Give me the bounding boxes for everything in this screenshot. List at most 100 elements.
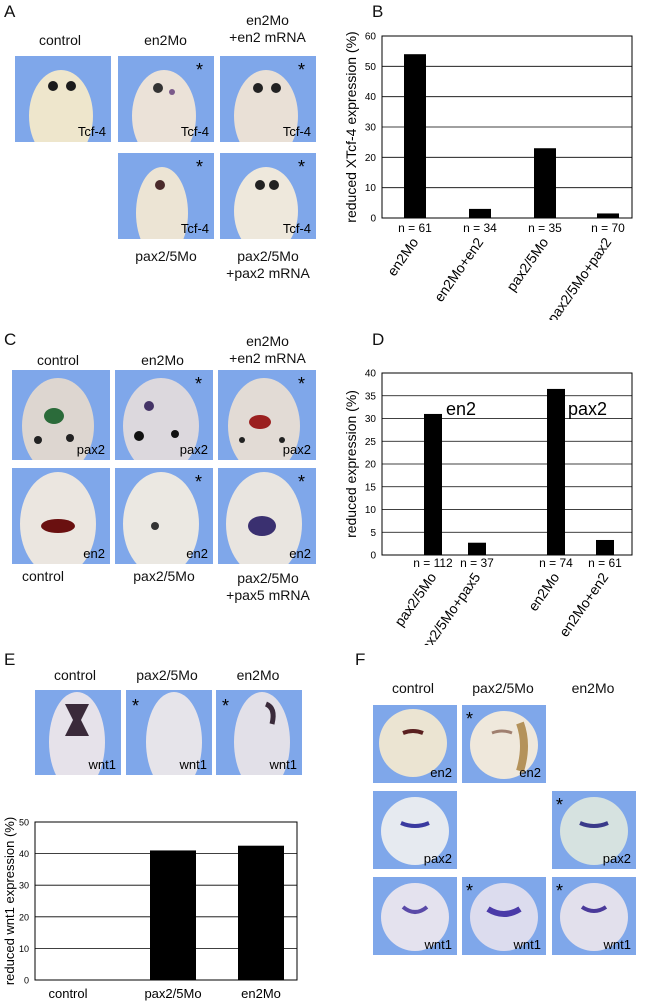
y-tick-label: 5 xyxy=(370,528,376,539)
asterisk-marker: * xyxy=(298,472,306,492)
y-tick-label: 20 xyxy=(365,153,377,164)
stain-label: wnt1 xyxy=(424,937,452,952)
y-tick-label: 20 xyxy=(365,460,377,471)
micrograph-e-pax2-5mo: * wnt1 xyxy=(126,690,212,775)
panel-label-d: D xyxy=(372,330,385,349)
asterisk-marker: * xyxy=(196,60,204,80)
x-tick-label: pax2/5Mo xyxy=(503,234,551,294)
stain-label: wnt1 xyxy=(603,937,631,952)
panel-e-col-pax2-5mo: pax2/5Mo xyxy=(136,667,198,683)
stain-label: Tcf-4 xyxy=(282,221,311,236)
n-label: n = 58 xyxy=(246,968,277,980)
stain-label: wnt1 xyxy=(179,757,207,772)
stain-label: wnt1 xyxy=(269,757,297,772)
stain-label: pax2 xyxy=(282,442,311,457)
y-axis-label: reduced expression (%) xyxy=(343,390,359,538)
stain-label: en2 xyxy=(289,546,311,561)
stain-label: pax2 xyxy=(602,851,631,866)
x-tick-label: en2Mo+en2 xyxy=(431,234,487,304)
panel-a-rescue-line2: +pax2 mRNA xyxy=(226,265,310,281)
micrograph-a-pax2-rescue: * Tcf-4 xyxy=(220,153,316,239)
micrograph-f-en2mo-pax2: * pax2 xyxy=(552,791,636,869)
panel-a-row2-label: pax2/5Mo xyxy=(135,248,197,264)
y-tick-label: 40 xyxy=(365,92,377,103)
asterisk-marker: * xyxy=(298,60,306,80)
panel-label-f: F xyxy=(355,650,366,669)
y-tick-label: 0 xyxy=(370,551,376,562)
panel-e-col-control: control xyxy=(53,667,97,683)
plot-frame xyxy=(381,372,633,556)
stain-label: pax2 xyxy=(423,851,452,866)
asterisk-marker: * xyxy=(466,881,474,901)
micrograph-f-control-pax2: pax2 xyxy=(373,791,457,869)
y-tick-label: 60 xyxy=(365,32,377,43)
panel-c-col3-line1: en2Mo xyxy=(246,333,289,349)
asterisk-marker: * xyxy=(556,795,564,815)
micrograph-a-en2mo: * Tcf-4 xyxy=(118,56,214,142)
y-tick-label: 15 xyxy=(365,482,377,493)
y-tick-label: 0 xyxy=(24,976,29,986)
asterisk-marker: * xyxy=(132,696,140,716)
micrograph-f-pax2-5mo-en2: * en2 xyxy=(462,705,546,783)
panel-label-c: C xyxy=(4,330,17,349)
panel-a-col-control: control xyxy=(38,32,82,48)
n-label: n = 34 xyxy=(463,221,497,235)
panel-c-col-en2mo: en2Mo xyxy=(141,352,184,368)
micrograph-f-control-wnt1: wnt1 xyxy=(373,877,457,955)
stain-label: en2 xyxy=(519,765,541,780)
n-label: n = 14 xyxy=(158,968,189,980)
annotation-pax2: pax2 xyxy=(568,399,607,419)
stain-label: pax2 xyxy=(179,442,208,457)
panel-f-col-pax2-5mo: pax2/5Mo xyxy=(472,680,534,696)
micrograph-e-control: wnt1 xyxy=(35,690,121,775)
y-tick-label: 25 xyxy=(365,437,377,448)
y-tick-label: 10 xyxy=(365,505,377,516)
y-tick-label: 50 xyxy=(19,818,29,828)
n-label: n = 74 xyxy=(539,556,573,570)
micrograph-f-pax2-5mo-wnt1: * wnt1 xyxy=(462,877,546,955)
y-tick-label: 10 xyxy=(365,183,377,194)
stain-label: wnt1 xyxy=(513,937,541,952)
micrograph-c-en2mo-pax2: * pax2 xyxy=(115,370,213,460)
n-label: n = 112 xyxy=(413,556,453,570)
bar xyxy=(238,845,284,980)
micrograph-c-control-en2: en2 xyxy=(12,468,110,564)
stain-label: pax2 xyxy=(76,442,105,457)
x-tick-label: en2Mo xyxy=(384,234,422,278)
stain-label: en2 xyxy=(430,765,452,780)
asterisk-marker: * xyxy=(222,696,230,716)
micrograph-a-pax2-5mo: * Tcf-4 xyxy=(118,153,214,239)
panel-a-col-en2mo: en2Mo xyxy=(144,32,187,48)
stain-label: wnt1 xyxy=(88,757,116,772)
stain-label: en2 xyxy=(83,546,105,561)
panel-c-col3-line2: +en2 mRNA xyxy=(229,350,306,366)
stain-label: Tcf-4 xyxy=(180,221,209,236)
micrograph-f-control-en2: en2 xyxy=(373,705,457,783)
micrograph-c-pax5-rescue-en2: * en2 xyxy=(218,468,316,564)
y-tick-label: 30 xyxy=(365,123,377,134)
stain-label: Tcf-4 xyxy=(282,124,311,139)
bar xyxy=(547,388,565,555)
y-axis-label: reduced XTcf-4 expression (%) xyxy=(343,31,359,222)
x-tick-label: pax2/5Mo xyxy=(391,569,439,629)
asterisk-marker: * xyxy=(556,881,564,901)
y-tick-label: 30 xyxy=(19,881,29,891)
bar xyxy=(534,148,556,218)
bar xyxy=(468,542,486,555)
bar xyxy=(404,54,426,219)
chart-b: 0 10 20 30 40 50 60 reduced XTcf-4 expression (… xyxy=(343,31,633,320)
stain-label: en2 xyxy=(186,546,208,561)
micrograph-c-control-pax2: pax2 xyxy=(12,370,110,460)
panel-label-a: A xyxy=(4,2,16,21)
micrograph-c-pax2-5mo-en2: * en2 xyxy=(115,468,213,564)
x-tick-label: en2Mo xyxy=(525,569,563,613)
panel-c-col-control: control xyxy=(36,352,80,368)
panel-c-bottom-pax2-5mo: pax2/5Mo xyxy=(133,568,195,584)
asterisk-marker: * xyxy=(298,374,306,394)
asterisk-marker: * xyxy=(196,157,204,177)
panel-c-bottom-rescue-line2: +pax5 mRNA xyxy=(226,587,310,603)
n-label: n = 37 xyxy=(460,556,494,570)
n-label: n = 35 xyxy=(528,221,562,235)
panel-f-col-control: control xyxy=(391,680,435,696)
